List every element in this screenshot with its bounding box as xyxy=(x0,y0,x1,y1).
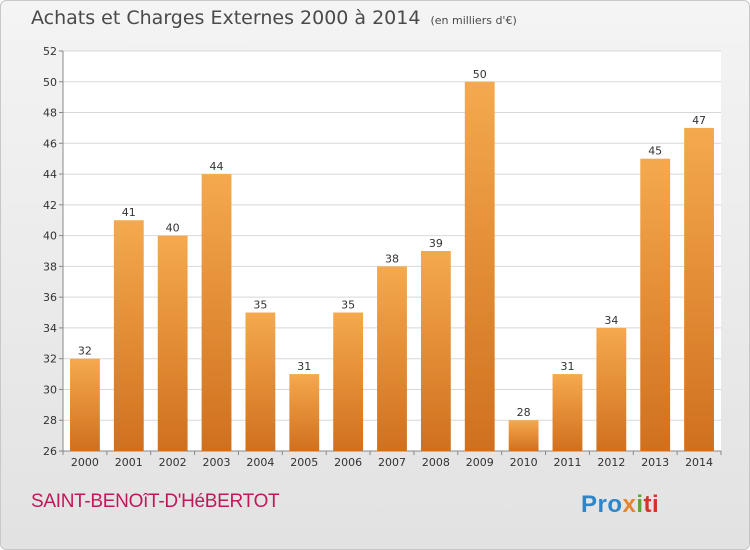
bar xyxy=(333,312,364,451)
y-tick-label: 30 xyxy=(43,383,57,396)
bar xyxy=(113,220,144,451)
bar xyxy=(70,358,100,451)
bar xyxy=(377,266,407,451)
bar-value-label: 50 xyxy=(473,68,487,81)
proxiti-logo: Proxiti xyxy=(581,491,659,519)
chart-subtitle: (en milliers d'€) xyxy=(430,14,517,27)
x-tick-label: 2003 xyxy=(203,456,231,469)
bar xyxy=(464,81,495,452)
bar-value-label: 32 xyxy=(78,345,92,358)
x-tick-label: 2007 xyxy=(378,456,406,469)
bar xyxy=(289,374,320,451)
bar-value-label: 44 xyxy=(210,160,224,173)
bar xyxy=(201,174,232,452)
y-tick-label: 46 xyxy=(43,137,57,150)
bar-value-label: 35 xyxy=(253,299,267,312)
bar-value-label: 38 xyxy=(385,252,399,265)
x-tick-label: 2006 xyxy=(334,456,362,469)
x-tick-label: 2012 xyxy=(597,456,625,469)
x-tick-label: 2013 xyxy=(641,456,669,469)
logo-part-1: Pro xyxy=(581,491,623,518)
bar xyxy=(420,251,451,451)
bar xyxy=(596,327,627,451)
x-tick-label: 2008 xyxy=(422,456,450,469)
bar-value-label: 45 xyxy=(648,145,662,158)
title-text: Achats et Charges Externes 2000 à 2014 xyxy=(31,7,421,29)
y-tick-label: 52 xyxy=(43,45,57,58)
bar-value-label: 34 xyxy=(604,314,618,327)
x-tick-label: 2005 xyxy=(290,456,318,469)
y-tick-label: 50 xyxy=(43,76,57,89)
logo-part-2: x xyxy=(622,491,637,518)
x-tick-label: 2002 xyxy=(159,456,187,469)
bar-value-label: 28 xyxy=(517,406,531,419)
bar xyxy=(684,127,714,451)
bar xyxy=(245,312,276,451)
bar xyxy=(508,420,539,451)
y-tick-label: 28 xyxy=(43,414,57,427)
y-tick-label: 44 xyxy=(43,168,57,181)
logo-part-3: i xyxy=(636,491,644,518)
bar xyxy=(640,158,671,451)
y-tick-label: 36 xyxy=(43,291,57,304)
bar-value-label: 35 xyxy=(341,299,355,312)
y-tick-label: 42 xyxy=(43,199,57,212)
bar xyxy=(157,235,188,451)
x-tick-label: 2001 xyxy=(115,456,143,469)
bar-value-label: 31 xyxy=(560,360,574,373)
bar xyxy=(552,374,583,451)
chart-title: Achats et Charges Externes 2000 à 2014 (e… xyxy=(31,7,517,29)
bar-value-label: 41 xyxy=(122,206,136,219)
x-tick-label: 2004 xyxy=(246,456,274,469)
x-tick-label: 2009 xyxy=(466,456,494,469)
y-tick-label: 26 xyxy=(43,445,57,458)
y-tick-label: 38 xyxy=(43,260,57,273)
logo-part-4: ti xyxy=(643,491,660,518)
bar-value-label: 31 xyxy=(297,360,311,373)
y-tick-label: 34 xyxy=(43,322,57,335)
y-tick-label: 40 xyxy=(43,230,57,243)
bar-chart: 26 28 30 32 34 36 38 40 42 44 46 48 50 52 32 2000 41 2001… xyxy=(43,45,722,469)
commune-name: SAINT-BENOîT-D'HéBERTOT xyxy=(31,491,280,512)
x-tick-label: 2014 xyxy=(685,456,713,469)
x-tick-label: 2000 xyxy=(71,456,99,469)
bar-value-label: 39 xyxy=(429,237,443,250)
x-tick-label: 2010 xyxy=(510,456,538,469)
bar-value-label: 40 xyxy=(166,222,180,235)
bar-value-label: 47 xyxy=(692,114,706,127)
x-tick-label: 2011 xyxy=(553,456,581,469)
y-tick-label: 48 xyxy=(43,107,57,120)
y-tick-label: 32 xyxy=(43,353,57,366)
